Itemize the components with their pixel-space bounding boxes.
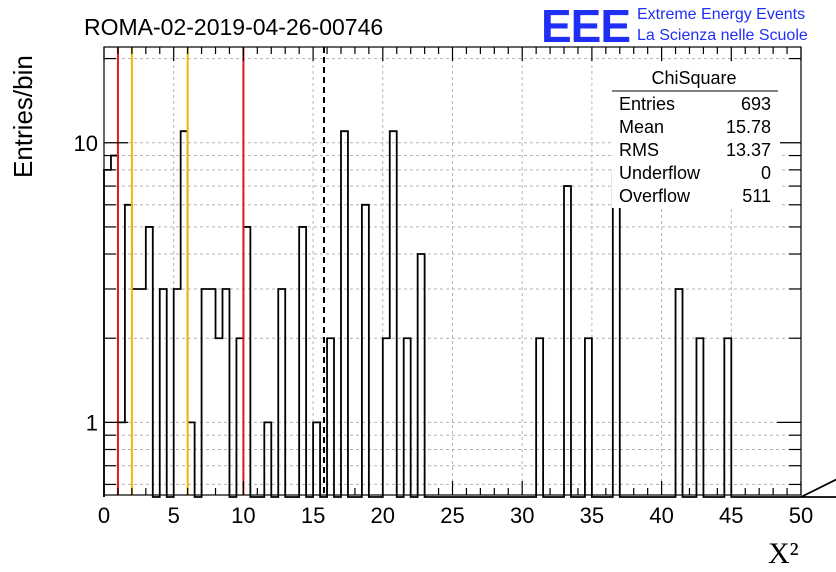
stats-title: ChiSquare [651, 68, 736, 88]
histogram-bin [160, 289, 167, 495]
stats-underflow-value: 0 [761, 163, 771, 183]
histogram-bin [146, 227, 153, 495]
histogram-bin [299, 227, 306, 495]
stats-rms-value: 13.37 [726, 140, 771, 160]
x-tick-label: 0 [98, 503, 110, 528]
histogram-bin [216, 338, 223, 495]
stats-entries-label: Entries [619, 94, 675, 114]
x-tick-label: 25 [440, 503, 464, 528]
histogram-bin [585, 338, 592, 495]
histogram-bin [676, 289, 683, 495]
stats-mean-label: Mean [619, 117, 664, 137]
x-tick-label: 20 [371, 503, 395, 528]
stats-mean-value: 15.78 [726, 117, 771, 137]
stats-overflow-value: 511 [742, 186, 771, 206]
histogram-bin [613, 170, 620, 495]
x-tick-label: 15 [301, 503, 325, 528]
histogram-bin [404, 338, 411, 495]
x-tick-label: 35 [580, 503, 604, 528]
axis-ticks: 0 5 10 15 20 25 30 35 40 45 50 1 10 [74, 47, 813, 528]
histogram-bin [243, 227, 250, 495]
x-tick-label: 45 [719, 503, 743, 528]
x-axis-label: X² [768, 537, 799, 570]
x-tick-label: 50 [789, 503, 813, 528]
histogram-bin [418, 254, 425, 495]
reference-lines [116, 47, 325, 495]
x-tick-label: 40 [649, 503, 673, 528]
histogram-bin [564, 186, 571, 495]
histogram-bin [104, 170, 111, 495]
stats-underflow-label: Underflow [619, 163, 701, 183]
run-title: ROMA-02-2019-04-26-00746 [84, 14, 383, 40]
histogram-bin [724, 338, 731, 495]
x-tick-label: 5 [168, 503, 180, 528]
histogram-bin [327, 338, 334, 495]
histogram-bin [111, 156, 118, 495]
y-axis-label: Entries/bin [8, 55, 38, 178]
eee-logo: EEE Extreme Energy Events La Scienza nel… [541, 0, 808, 52]
stats-entries-value: 693 [741, 94, 771, 114]
histogram-bin [696, 338, 703, 495]
histogram-bin [209, 289, 216, 495]
logo-mark: EEE [541, 0, 630, 52]
histogram-bin [132, 289, 139, 495]
histogram-bin [222, 289, 229, 495]
histogram-bin [536, 338, 543, 495]
histogram-bin [278, 289, 285, 495]
histogram-bin [362, 205, 369, 495]
stats-box-background [612, 64, 780, 208]
stats-rms-label: RMS [619, 140, 659, 160]
histogram-bin [139, 289, 146, 495]
histogram-bin [125, 205, 132, 495]
histogram-bin [202, 289, 209, 495]
stats-box: ChiSquare Entries 693 Mean 15.78 RMS 13.… [612, 64, 780, 208]
stats-overflow-label: Overflow [619, 186, 691, 206]
logo-line2: La Scienza nelle Scuole [637, 27, 808, 44]
x-tick-label: 30 [510, 503, 534, 528]
y-tick-label: 10 [74, 131, 98, 156]
x-tick-label: 10 [231, 503, 255, 528]
histogram-bin [174, 289, 181, 495]
histogram-bin [383, 338, 390, 495]
y-tick-label: 1 [86, 410, 98, 435]
logo-line1: Extreme Energy Events [637, 6, 805, 23]
histogram-bin [236, 338, 243, 495]
